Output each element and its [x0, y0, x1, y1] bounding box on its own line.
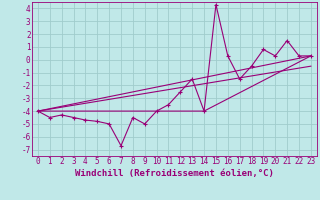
X-axis label: Windchill (Refroidissement éolien,°C): Windchill (Refroidissement éolien,°C): [75, 169, 274, 178]
